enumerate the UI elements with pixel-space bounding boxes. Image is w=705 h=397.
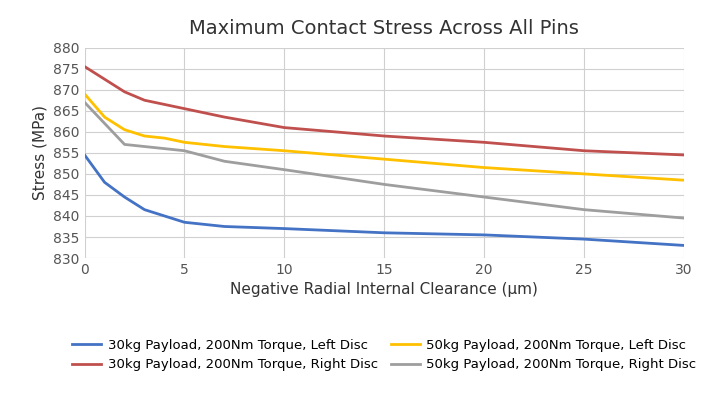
- 30kg Payload, 200Nm Torque, Right Disc: [80, 64, 89, 69]
- 30kg Payload, 200Nm Torque, Right Disc: [680, 152, 688, 157]
- 50kg Payload, 200Nm Torque, Right Disc: [100, 121, 109, 126]
- 30kg Payload, 200Nm Torque, Left Disc: [680, 243, 688, 248]
- 50kg Payload, 200Nm Torque, Right Disc: [80, 100, 89, 105]
- 30kg Payload, 200Nm Torque, Left Disc: [480, 233, 489, 237]
- 50kg Payload, 200Nm Torque, Right Disc: [380, 182, 388, 187]
- 30kg Payload, 200Nm Torque, Right Disc: [121, 89, 129, 94]
- 50kg Payload, 200Nm Torque, Right Disc: [121, 142, 129, 147]
- Line: 30kg Payload, 200Nm Torque, Right Disc: 30kg Payload, 200Nm Torque, Right Disc: [85, 67, 684, 155]
- 50kg Payload, 200Nm Torque, Left Disc: [160, 136, 168, 141]
- 30kg Payload, 200Nm Torque, Right Disc: [220, 115, 228, 119]
- 30kg Payload, 200Nm Torque, Right Disc: [160, 102, 168, 107]
- 50kg Payload, 200Nm Torque, Right Disc: [180, 148, 189, 153]
- Legend: 30kg Payload, 200Nm Torque, Left Disc, 30kg Payload, 200Nm Torque, Right Disc, 5: 30kg Payload, 200Nm Torque, Left Disc, 3…: [66, 332, 703, 378]
- 50kg Payload, 200Nm Torque, Left Disc: [121, 127, 129, 132]
- 50kg Payload, 200Nm Torque, Left Disc: [220, 144, 228, 149]
- 50kg Payload, 200Nm Torque, Right Disc: [580, 207, 588, 212]
- 30kg Payload, 200Nm Torque, Right Disc: [580, 148, 588, 153]
- Line: 50kg Payload, 200Nm Torque, Left Disc: 50kg Payload, 200Nm Torque, Left Disc: [85, 94, 684, 180]
- 30kg Payload, 200Nm Torque, Right Disc: [180, 106, 189, 111]
- 50kg Payload, 200Nm Torque, Left Disc: [680, 178, 688, 183]
- 30kg Payload, 200Nm Torque, Left Disc: [220, 224, 228, 229]
- 30kg Payload, 200Nm Torque, Left Disc: [580, 237, 588, 241]
- X-axis label: Negative Radial Internal Clearance (μm): Negative Radial Internal Clearance (μm): [231, 283, 538, 297]
- 50kg Payload, 200Nm Torque, Left Disc: [480, 165, 489, 170]
- Y-axis label: Stress (MPa): Stress (MPa): [32, 105, 48, 200]
- 50kg Payload, 200Nm Torque, Left Disc: [100, 115, 109, 119]
- 50kg Payload, 200Nm Torque, Left Disc: [140, 134, 149, 139]
- 30kg Payload, 200Nm Torque, Right Disc: [100, 77, 109, 82]
- Title: Maximum Contact Stress Across All Pins: Maximum Contact Stress Across All Pins: [189, 19, 580, 38]
- 30kg Payload, 200Nm Torque, Right Disc: [380, 134, 388, 139]
- 30kg Payload, 200Nm Torque, Right Disc: [280, 125, 288, 130]
- 30kg Payload, 200Nm Torque, Right Disc: [140, 98, 149, 103]
- 50kg Payload, 200Nm Torque, Right Disc: [220, 159, 228, 164]
- 30kg Payload, 200Nm Torque, Left Disc: [380, 230, 388, 235]
- 50kg Payload, 200Nm Torque, Left Disc: [380, 157, 388, 162]
- 30kg Payload, 200Nm Torque, Left Disc: [121, 195, 129, 199]
- 50kg Payload, 200Nm Torque, Left Disc: [280, 148, 288, 153]
- 50kg Payload, 200Nm Torque, Left Disc: [580, 172, 588, 176]
- 50kg Payload, 200Nm Torque, Right Disc: [480, 195, 489, 199]
- 30kg Payload, 200Nm Torque, Right Disc: [480, 140, 489, 145]
- 50kg Payload, 200Nm Torque, Right Disc: [160, 146, 168, 151]
- 30kg Payload, 200Nm Torque, Left Disc: [80, 152, 89, 157]
- 50kg Payload, 200Nm Torque, Right Disc: [280, 167, 288, 172]
- 30kg Payload, 200Nm Torque, Left Disc: [140, 207, 149, 212]
- 50kg Payload, 200Nm Torque, Right Disc: [140, 144, 149, 149]
- 30kg Payload, 200Nm Torque, Left Disc: [160, 214, 168, 218]
- Line: 30kg Payload, 200Nm Torque, Left Disc: 30kg Payload, 200Nm Torque, Left Disc: [85, 155, 684, 245]
- 30kg Payload, 200Nm Torque, Left Disc: [100, 180, 109, 185]
- 50kg Payload, 200Nm Torque, Left Disc: [180, 140, 189, 145]
- 50kg Payload, 200Nm Torque, Left Disc: [80, 92, 89, 96]
- 30kg Payload, 200Nm Torque, Left Disc: [180, 220, 189, 225]
- 50kg Payload, 200Nm Torque, Right Disc: [680, 216, 688, 220]
- Line: 50kg Payload, 200Nm Torque, Right Disc: 50kg Payload, 200Nm Torque, Right Disc: [85, 102, 684, 218]
- 30kg Payload, 200Nm Torque, Left Disc: [280, 226, 288, 231]
